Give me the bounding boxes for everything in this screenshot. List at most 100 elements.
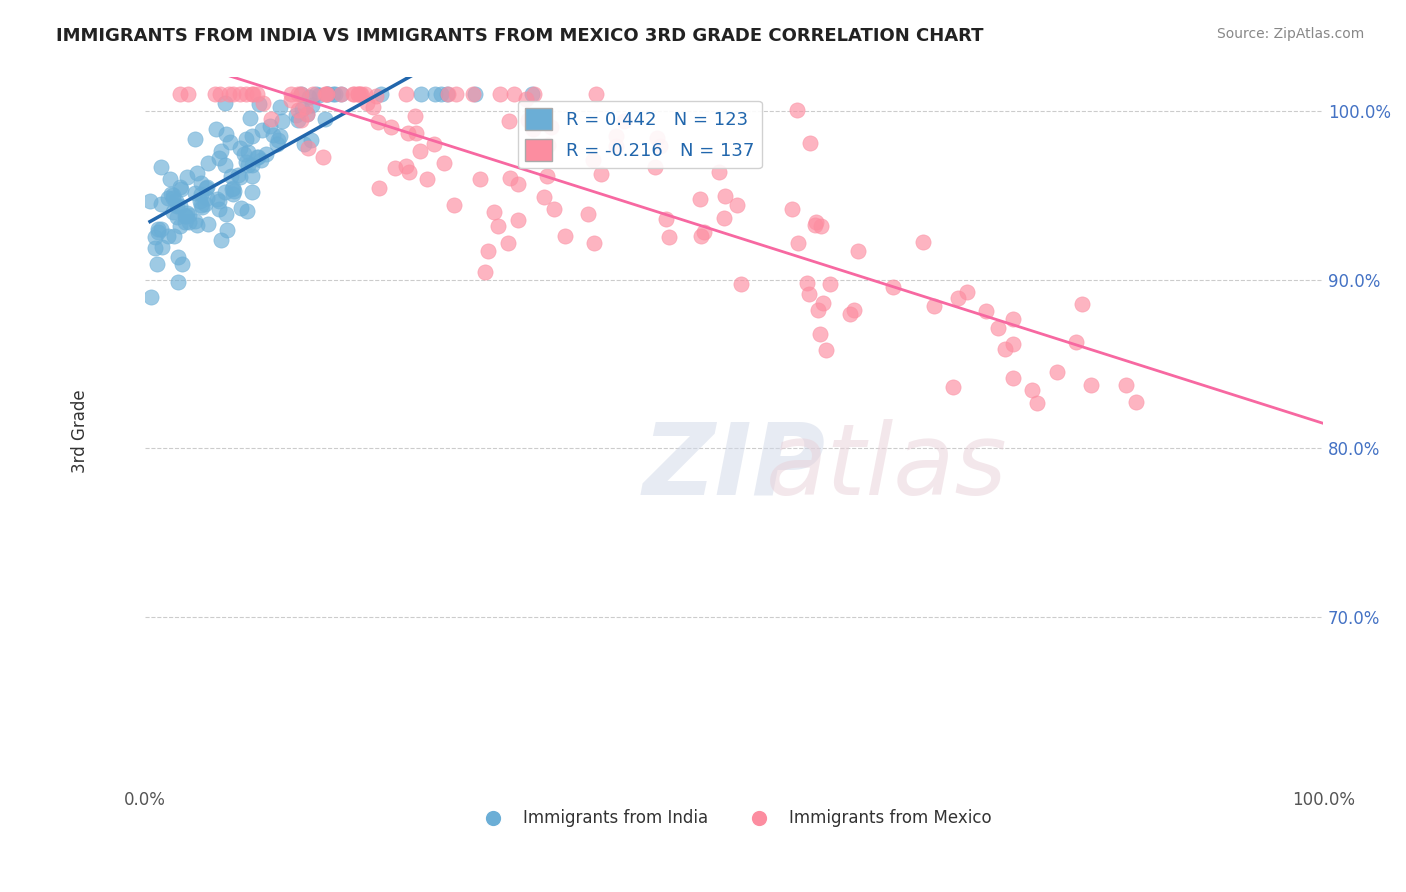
india: [195, 180, 218, 194]
india: [236, 203, 259, 218]
india: [176, 206, 198, 220]
india: [159, 172, 181, 186]
mexico: [922, 299, 945, 313]
india: [292, 136, 315, 151]
mexico: [398, 165, 420, 179]
Text: Source: ZipAtlas.com: Source: ZipAtlas.com: [1216, 27, 1364, 41]
mexico: [523, 143, 546, 157]
india: [266, 136, 288, 151]
mexico: [380, 120, 402, 135]
india: [190, 176, 212, 190]
mexico: [585, 87, 607, 102]
mexico: [537, 138, 560, 153]
india: [179, 214, 201, 228]
mexico: [523, 87, 546, 102]
india: [169, 219, 191, 234]
india: [194, 196, 217, 211]
india: [411, 87, 433, 102]
mexico: [811, 295, 834, 310]
india: [249, 96, 271, 111]
india: [219, 136, 242, 150]
mexico: [347, 87, 370, 102]
mexico: [713, 211, 735, 226]
mexico: [882, 280, 904, 294]
mexico: [648, 139, 671, 153]
india: [236, 145, 259, 160]
india: [162, 204, 184, 219]
india: [150, 240, 173, 254]
mexico: [242, 87, 264, 102]
india: [166, 275, 188, 289]
india: [141, 290, 163, 304]
mexico: [415, 172, 437, 186]
mexico: [1025, 395, 1047, 409]
mexico: [280, 93, 302, 107]
mexico: [842, 303, 865, 318]
mexico: [1046, 365, 1069, 379]
india: [173, 215, 195, 229]
mexico: [810, 219, 832, 234]
mexico: [443, 198, 465, 212]
india: [191, 200, 214, 214]
india: [197, 217, 219, 231]
india: [205, 122, 228, 136]
india: [240, 169, 263, 183]
mexico: [463, 87, 485, 102]
mexico: [302, 87, 325, 102]
mexico: [287, 87, 309, 102]
india: [162, 191, 184, 205]
mexico: [508, 213, 530, 227]
india: [166, 199, 188, 213]
mexico: [1071, 297, 1094, 311]
mexico: [468, 172, 491, 186]
mexico: [543, 202, 565, 216]
mexico: [290, 87, 312, 102]
mexico: [396, 126, 419, 140]
mexico: [218, 87, 240, 102]
india: [240, 129, 263, 144]
Legend: Immigrants from India, Immigrants from Mexico: Immigrants from India, Immigrants from M…: [470, 803, 998, 834]
india: [229, 140, 252, 154]
india: [169, 179, 191, 194]
mexico: [808, 327, 831, 342]
india: [267, 133, 290, 147]
mexico: [367, 115, 389, 129]
india: [429, 87, 451, 102]
india: [149, 160, 172, 174]
mexico: [730, 277, 752, 292]
Text: atlas: atlas: [766, 418, 1008, 516]
india: [269, 100, 291, 114]
mexico: [349, 87, 371, 102]
mexico: [693, 225, 716, 239]
india: [247, 150, 270, 164]
mexico: [222, 87, 245, 102]
mexico: [290, 113, 312, 128]
india: [146, 221, 169, 235]
india: [330, 87, 353, 102]
mexico: [496, 236, 519, 251]
mexico: [314, 87, 336, 102]
mexico: [946, 291, 969, 305]
india: [298, 89, 321, 103]
mexico: [540, 120, 562, 134]
mexico: [343, 87, 366, 102]
mexico: [1002, 336, 1025, 351]
india: [145, 241, 167, 255]
india: [299, 133, 322, 147]
mexico: [444, 87, 467, 102]
mexico: [1021, 384, 1043, 398]
mexico: [240, 87, 263, 102]
mexico: [311, 150, 333, 164]
mexico: [432, 156, 454, 170]
india: [169, 199, 191, 213]
india: [209, 233, 232, 247]
india: [166, 210, 188, 224]
india: [219, 169, 242, 183]
mexico: [482, 205, 505, 219]
india: [222, 184, 245, 198]
india: [195, 191, 218, 205]
mexico: [515, 92, 537, 106]
india: [254, 146, 277, 161]
india: [235, 132, 257, 146]
india: [160, 187, 183, 202]
